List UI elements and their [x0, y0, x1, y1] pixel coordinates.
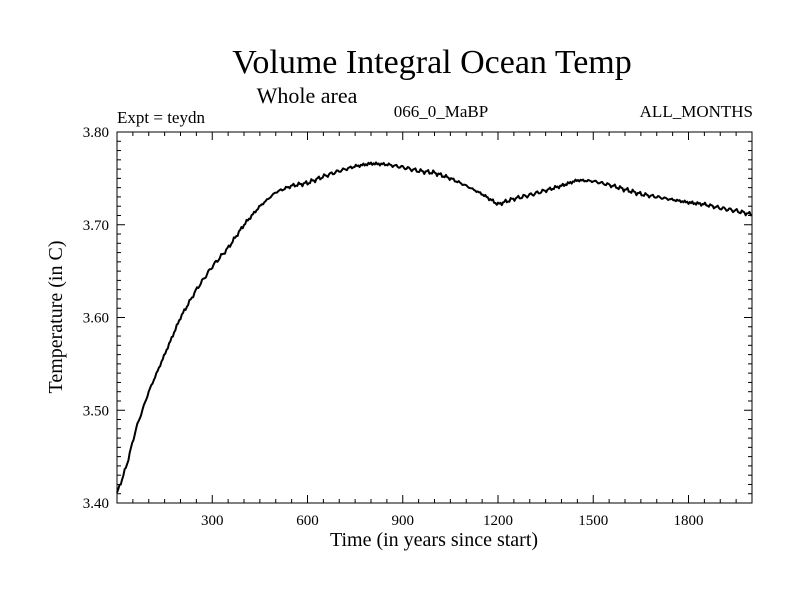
- minor-ticks: [117, 132, 752, 503]
- x-tick-label: 1200: [483, 513, 513, 529]
- series-line: [116, 161, 753, 494]
- chart-title: Volume Integral Ocean Temp: [232, 44, 632, 81]
- x-axis-label: Time (in years since start): [330, 529, 538, 551]
- chart-subtitle: Whole area: [257, 83, 358, 108]
- x-tick-label: 1800: [674, 513, 704, 529]
- y-tick-label: 3.50: [83, 403, 109, 419]
- period-label: ALL_MONTHS: [640, 102, 753, 121]
- x-tick-label: 1500: [578, 513, 608, 529]
- expt-label: Expt = teydn: [117, 108, 205, 127]
- y-tick-label: 3.80: [83, 125, 109, 141]
- y-tick-label: 3.40: [83, 496, 109, 512]
- y-tick-label: 3.70: [83, 218, 109, 234]
- x-tick-label: 900: [392, 513, 415, 529]
- run-label: 066_0_MaBP: [394, 102, 488, 121]
- plot-frame: [116, 131, 753, 504]
- y-axis-label: Temperature (in C): [45, 241, 67, 394]
- x-axis-ticks: 300 600 900 1200 1500 1800: [201, 132, 704, 529]
- y-axis-ticks: 3.40 3.50 3.60 3.70 3.80: [83, 125, 752, 512]
- y-tick-label: 3.60: [83, 311, 109, 327]
- x-tick-label: 300: [201, 513, 224, 529]
- x-tick-label: 600: [296, 513, 319, 529]
